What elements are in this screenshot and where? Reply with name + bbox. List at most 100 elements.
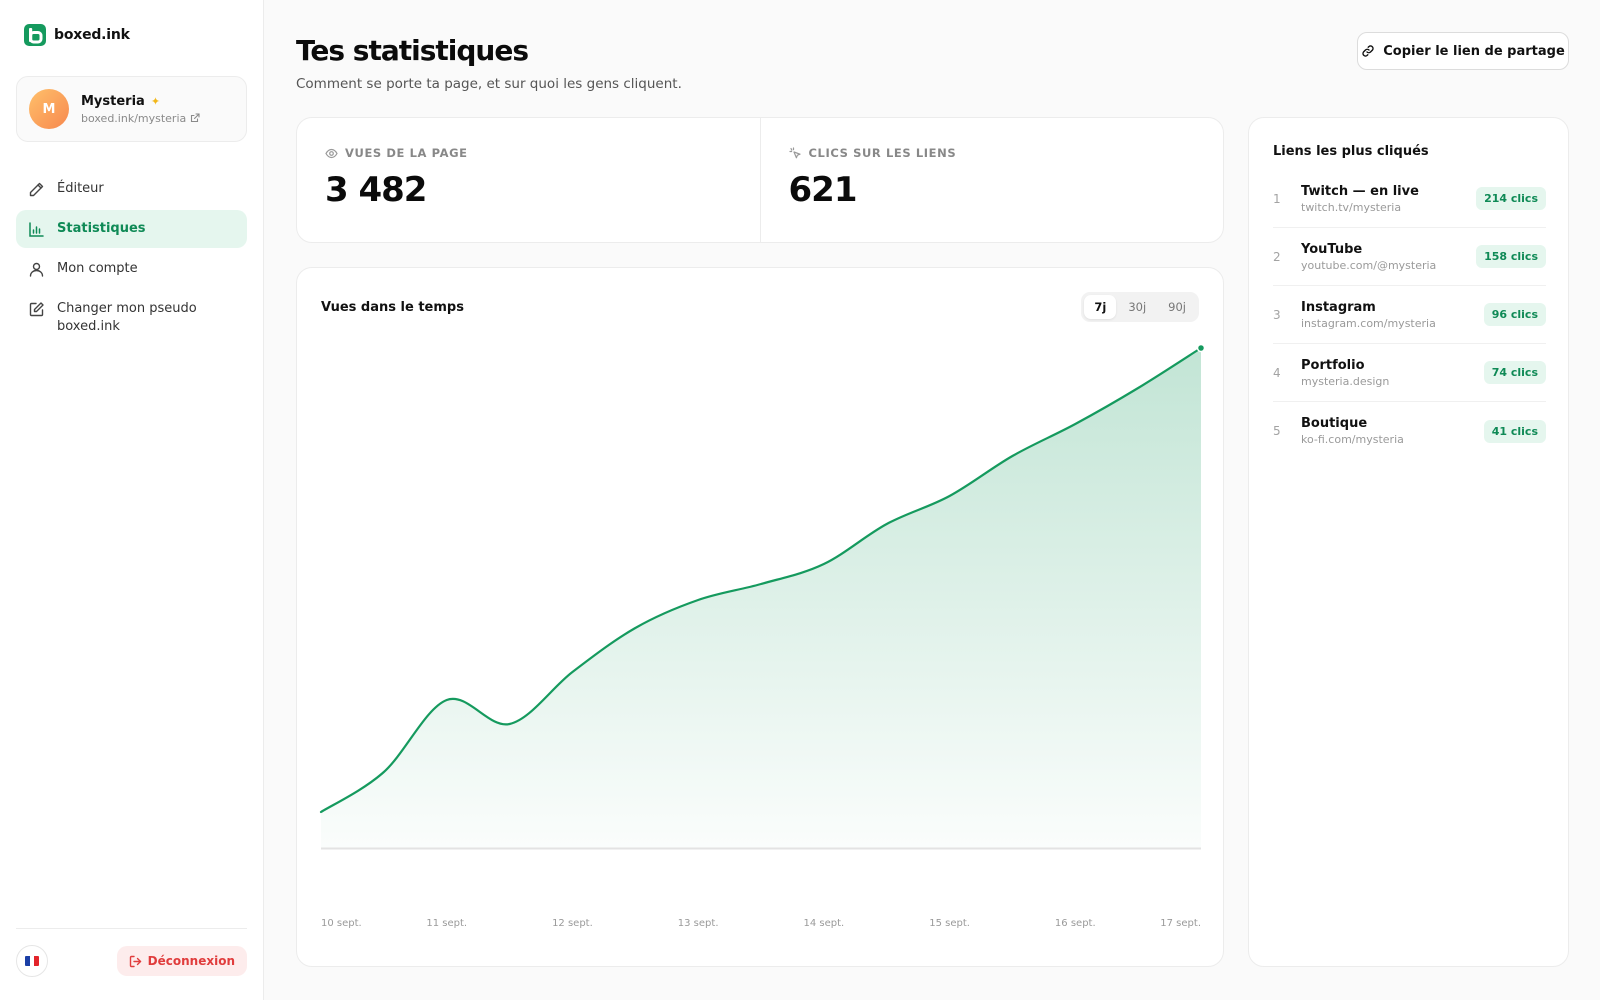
bar-chart-icon (29, 222, 44, 237)
x-tick-label: 13 sept. (678, 918, 719, 929)
sidebar: boxed.ink M Mysteria ✦ boxed.ink/mysteri… (0, 0, 264, 1000)
link-rank: 5 (1273, 424, 1281, 438)
data-point (320, 811, 322, 813)
click-count-badge: 41 clics (1483, 419, 1546, 443)
external-link-icon (191, 113, 200, 123)
sidebar-item-account[interactable]: Mon compte (16, 250, 247, 288)
edit-square-icon (29, 302, 44, 317)
list-item[interactable]: 2 YouTube youtube.com/@mysteria 158 clic… (1273, 228, 1546, 286)
list-item[interactable]: 3 Instagram instagram.com/mysteria 96 cl… (1273, 286, 1546, 344)
top-links-title: Liens les plus cliqués (1273, 144, 1429, 159)
link-icon (1362, 45, 1374, 57)
page-subtitle: Comment se porte ta page, et sur quoi le… (296, 76, 682, 92)
link-url: instagram.com/mysteria (1301, 316, 1436, 330)
page-views-label: VUES DE LA PAGE (345, 146, 468, 160)
views-area-chart: 10 sept. 11 sept. 12 sept. 13 sept. 14 sept.… (319, 343, 1206, 929)
data-point (760, 583, 762, 585)
france-flag-icon (25, 956, 39, 966)
sidebar-nav: Éditeur Statistiques Mon compte Changer … (16, 170, 247, 348)
data-point (697, 599, 699, 601)
data-point (823, 563, 825, 565)
x-tick-label: 17 sept. (1160, 918, 1201, 929)
x-tick-label: 16 sept. (1055, 918, 1096, 929)
link-rank: 4 (1273, 365, 1281, 380)
chart-title: Vues dans le temps (321, 300, 464, 315)
link-url: ko-fi.com/mysteria (1301, 433, 1404, 446)
link-name: Instagram (1301, 299, 1376, 315)
stats-card: VUES DE LA PAGE 3 482 CLICS SUR LES LIEN… (296, 117, 1224, 243)
data-point (949, 495, 951, 497)
sidebar-item-editor[interactable]: Éditeur (16, 170, 247, 208)
data-point (886, 523, 888, 525)
data-point (509, 723, 511, 725)
x-tick-label: 12 sept. (552, 918, 593, 929)
copy-share-link-button[interactable]: Copier le lien de partage (1357, 32, 1569, 70)
boxed-ink-logo-icon (24, 24, 46, 46)
x-tick-label: 11 sept. (426, 918, 467, 929)
sidebar-item-label: Mon compte (57, 261, 138, 276)
time-range-toggle: 7j 30j 90j (1081, 292, 1199, 322)
range-30d-button[interactable]: 30j (1128, 300, 1147, 314)
data-point (383, 771, 385, 773)
click-count-badge: 158 clics (1476, 245, 1546, 268)
profile-name: Mysteria (81, 93, 145, 109)
link-rank: 3 (1273, 307, 1281, 322)
top-links-card: Liens les plus cliqués 1 Twitch — en liv… (1248, 117, 1569, 967)
sidebar-item-label: Statistiques (57, 221, 146, 236)
profile-url-link[interactable]: boxed.ink/mysteria (81, 112, 200, 125)
brand[interactable]: boxed.ink (24, 24, 130, 46)
logout-button[interactable]: Déconnexion (116, 946, 247, 976)
range-7d-button[interactable]: 7j (1084, 295, 1117, 319)
data-point (571, 671, 573, 673)
top-links-list: 1 Twitch — en live twitch.tv/mysteria 21… (1273, 170, 1546, 460)
data-point (634, 627, 636, 629)
link-url: twitch.tv/mysteria (1301, 200, 1402, 214)
click-count-badge: 214 clics (1476, 187, 1546, 210)
logout-icon (129, 955, 141, 967)
click-count-badge: 96 clics (1483, 303, 1546, 326)
link-rank: 2 (1273, 249, 1281, 264)
brand-name: boxed.ink (54, 27, 130, 43)
views-area-fill (321, 348, 1201, 848)
sidebar-item-label: Changer mon pseudo boxed.ink (57, 301, 197, 334)
data-point (1074, 423, 1076, 425)
sparkle-icon: ✦ (150, 94, 161, 108)
views-series-line (319, 346, 1203, 814)
link-name: YouTube (1301, 241, 1363, 257)
click-count-badge: 74 clics (1483, 361, 1546, 384)
share-label: Copier le lien de partage (1383, 43, 1565, 59)
x-tick-label: 14 sept. (803, 918, 844, 929)
link-name: Boutique (1301, 416, 1368, 431)
page-views-value: 3 482 (325, 170, 427, 210)
link-name: Portfolio (1301, 357, 1365, 373)
sidebar-item-statistics[interactable]: Statistiques (16, 210, 247, 248)
user-icon (29, 262, 44, 277)
pencil-icon (29, 182, 44, 197)
list-item[interactable]: 5 Boutique ko-fi.com/mysteria 41 clics (1273, 402, 1546, 460)
link-clicks-label: CLICS SUR LES LIENS (808, 146, 957, 160)
sidebar-item-change-username[interactable]: Changer mon pseudo boxed.ink (16, 290, 247, 346)
link-url: mysteria.design (1301, 374, 1390, 388)
sidebar-item-label: Éditeur (57, 181, 104, 196)
cursor-click-icon (788, 146, 801, 158)
link-rank: 1 (1273, 191, 1281, 206)
sidebar-footer: Déconnexion (16, 928, 247, 977)
logout-label: Déconnexion (147, 954, 235, 968)
profile-card[interactable]: M Mysteria ✦ boxed.ink/mysteria (16, 76, 247, 142)
page-title: Tes statistiques (296, 34, 529, 67)
avatar: M (29, 89, 69, 129)
link-clicks-stat: CLICS SUR LES LIENS 621 (759, 118, 1224, 242)
data-point (446, 699, 448, 701)
data-point (1137, 387, 1139, 389)
profile-url: boxed.ink/mysteria (81, 111, 187, 125)
page-views-stat: VUES DE LA PAGE 3 482 (297, 118, 760, 242)
link-clicks-value: 621 (788, 170, 858, 210)
language-switcher[interactable] (16, 945, 48, 977)
profile-info: Mysteria ✦ boxed.ink/mysteria (81, 94, 200, 125)
eye-icon (325, 148, 338, 158)
list-item[interactable]: 4 Portfolio mysteria.design 74 clics (1273, 344, 1546, 402)
link-name: Twitch — en live (1301, 183, 1419, 199)
list-item[interactable]: 1 Twitch — en live twitch.tv/mysteria 21… (1273, 170, 1546, 228)
link-url: youtube.com/@mysteria (1301, 258, 1437, 272)
range-90d-button[interactable]: 90j (1168, 300, 1186, 314)
